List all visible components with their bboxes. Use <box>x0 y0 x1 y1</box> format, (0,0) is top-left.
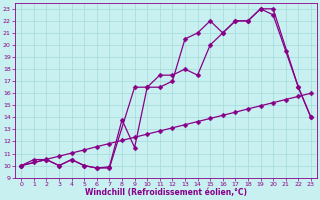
X-axis label: Windchill (Refroidissement éolien,°C): Windchill (Refroidissement éolien,°C) <box>85 188 247 197</box>
